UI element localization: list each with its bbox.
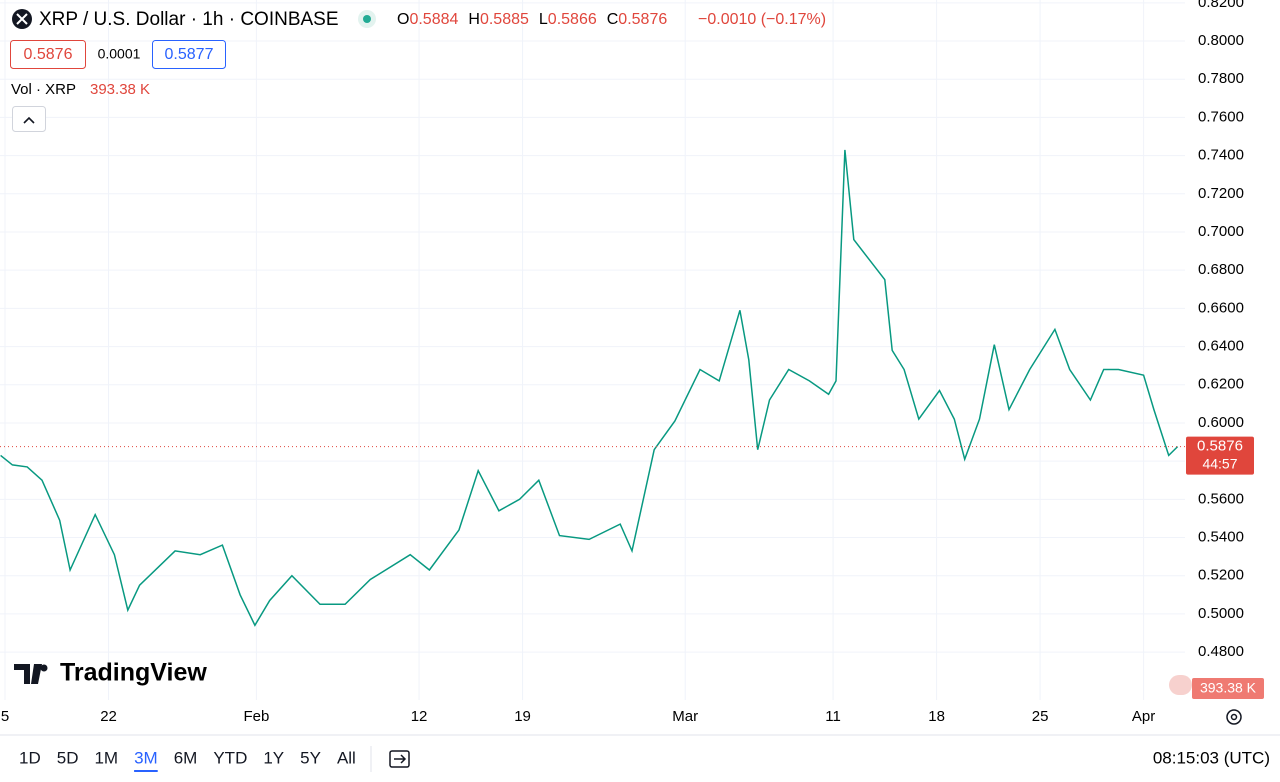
ohlc-label: O (397, 11, 409, 28)
y-tick-label: 0.7800 (1198, 70, 1244, 87)
y-tick-label: 0.8000 (1198, 32, 1244, 49)
sell-button[interactable] (10, 40, 86, 69)
x-tick-label: 25 (1032, 708, 1049, 725)
ohlc-label: L (539, 11, 548, 28)
compare-button[interactable] (389, 750, 410, 768)
price-tag-countdown: 44:57 (1202, 455, 1237, 471)
y-tick-label: 0.5000 (1198, 605, 1244, 622)
ohlc-value: 0.5876 (618, 11, 667, 28)
symbol-title[interactable]: XRP / U.S. Dollar · 1h · COINBASE (39, 9, 339, 30)
y-tick-label: 0.4800 (1198, 643, 1244, 660)
x-tick-label: 11 (825, 708, 841, 725)
buy-button[interactable] (152, 40, 226, 69)
price-tag-text: 0.5876 (1197, 438, 1243, 455)
range-button[interactable]: YTD (213, 748, 247, 767)
y-tick-label: 0.6800 (1198, 261, 1244, 278)
market-status-dot (363, 15, 371, 23)
change: −0.0010 (−0.17%) (698, 11, 826, 28)
ohlc-value: 0.5884 (409, 11, 458, 28)
axes: 0.48000.50000.52000.54000.56000.58000.60… (1, 0, 1244, 725)
y-tick-label: 0.5400 (1198, 528, 1244, 545)
ohlc-label: C (607, 11, 619, 28)
x-tick-label: Mar (672, 708, 698, 725)
volume-label: Vol · XRP (11, 81, 76, 98)
price-line (0, 149, 1179, 627)
ohlc-label: H (468, 11, 480, 28)
plot (0, 149, 1179, 627)
settings-icon (1230, 713, 1238, 721)
range-button[interactable]: All (337, 748, 356, 767)
volume-tag (1192, 678, 1264, 699)
y-tick-label: 0.6400 (1198, 338, 1244, 355)
logo-icon (14, 664, 42, 684)
sell-price: 0.5876 (24, 46, 73, 63)
logo-text: TradingView (60, 659, 207, 687)
y-tick-label: 0.7200 (1198, 185, 1244, 202)
x-tick-label: 22 (100, 708, 117, 725)
spread: 0.0001 (98, 46, 141, 62)
range-button[interactable]: 1M (94, 748, 118, 767)
globe-icon[interactable] (1169, 675, 1192, 695)
y-tick-label: 0.8200 (1198, 0, 1244, 11)
clock: 08:15:03 (UTC) (1153, 748, 1270, 767)
compare-icon (394, 754, 407, 764)
range-button[interactable]: 1Y (263, 748, 284, 767)
ohlc-value: 0.5866 (548, 11, 597, 28)
buy-price: 0.5877 (165, 46, 214, 63)
volume-value: 393.38 K (90, 81, 150, 98)
symbol-icon-mark (16, 13, 28, 25)
ohlc: O 0.5884 H 0.5885 L 0.5866 C 0.5876 (397, 11, 667, 28)
range-button[interactable]: 3M (134, 748, 158, 767)
x-tick-label: 5 (1, 708, 9, 725)
x-tick-label: 19 (514, 708, 531, 725)
y-tick-label: 0.5200 (1198, 567, 1244, 584)
x-tick-label: Apr (1132, 708, 1155, 725)
x-tick-label: 18 (928, 708, 945, 725)
range-buttons: 1D 5D 1M 3M 6M YTD 1Y 5Y All (19, 748, 356, 772)
volume-tag-text: 393.38 K (1200, 680, 1257, 696)
x-tick-label: Feb (243, 708, 269, 725)
y-tick-label: 0.7000 (1198, 223, 1244, 240)
range-button[interactable]: 1D (19, 748, 41, 767)
grid (0, 0, 1185, 700)
ohlc-value: 0.5885 (480, 11, 529, 28)
y-tick-label: 0.6600 (1198, 299, 1244, 316)
y-tick-label: 0.7400 (1198, 147, 1244, 164)
range-button[interactable]: 6M (174, 748, 198, 767)
x-tick-label: 12 (411, 708, 428, 725)
y-tick-label: 0.5600 (1198, 490, 1244, 507)
range-button[interactable]: 5D (57, 748, 79, 767)
price-tag (1186, 436, 1254, 475)
range-button[interactable]: 5Y (300, 748, 321, 767)
collapse-icon (23, 116, 35, 124)
settings-button[interactable] (1226, 709, 1242, 725)
y-tick-label: 0.6200 (1198, 376, 1244, 393)
logo-icon-dot (40, 664, 48, 672)
y-tick-label: 0.7600 (1198, 108, 1244, 125)
y-tick-label: 0.6000 (1198, 414, 1244, 431)
